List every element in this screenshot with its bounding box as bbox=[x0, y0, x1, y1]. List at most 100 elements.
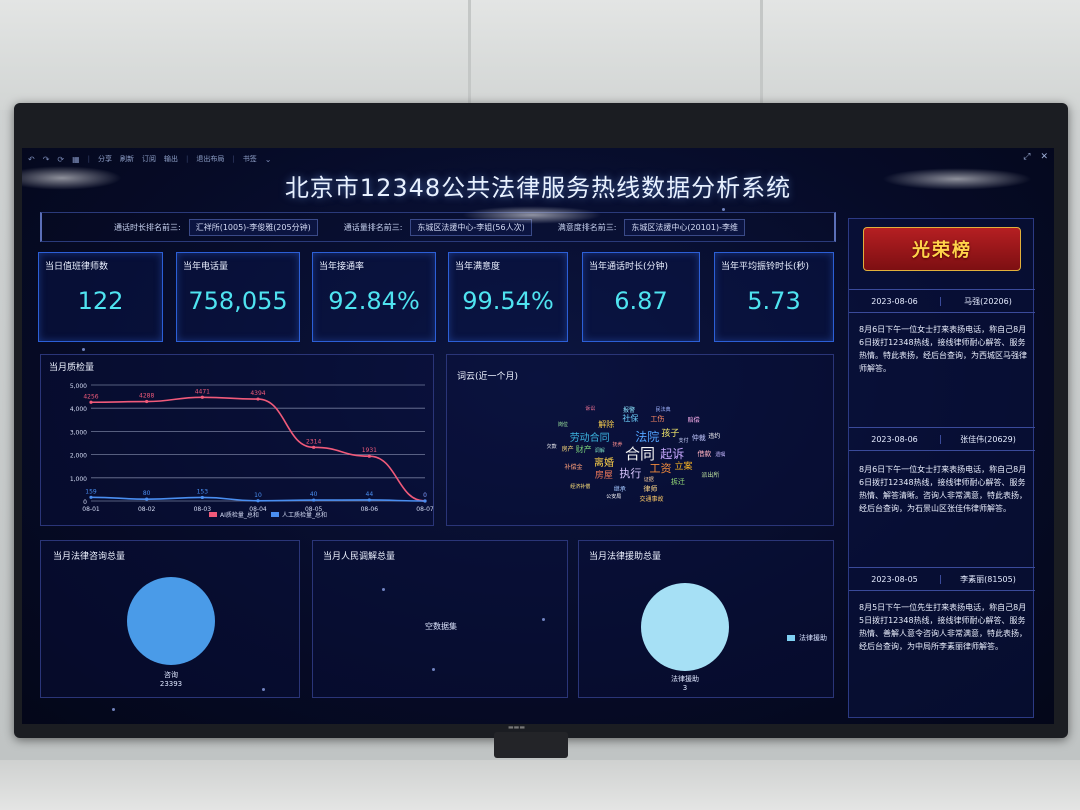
word-cloud-word[interactable]: 房产 bbox=[561, 445, 574, 453]
word-cloud-word[interactable]: 立案 bbox=[674, 461, 693, 472]
data-point bbox=[200, 395, 204, 399]
aid-slice-label: 法律援助 3 bbox=[635, 675, 735, 693]
word-cloud-word[interactable]: 公安局 bbox=[606, 494, 622, 501]
word-cloud-word[interactable]: 劳动合同 bbox=[569, 433, 610, 445]
refresh-button[interactable]: 刷新 bbox=[120, 155, 135, 163]
duration-rank: 通话时长排名前三: 汇祥所(1005)-李俊雅(205分钟) bbox=[114, 218, 318, 236]
kpi-card-satisfaction[interactable]: 当年满意度 99.54% bbox=[448, 252, 568, 342]
word-cloud-word[interactable]: 拆迁 bbox=[670, 478, 685, 487]
data-point bbox=[89, 400, 93, 404]
aid-legend[interactable]: 法律援助 bbox=[787, 633, 827, 643]
word-cloud-word[interactable]: 工资 bbox=[649, 462, 672, 476]
entry-date: 2023-08-06 bbox=[849, 434, 941, 444]
kpi-card-ring-time[interactable]: 当年平均振铃时长(秒) 5.73 bbox=[714, 252, 834, 342]
close-icon[interactable]: ✕ bbox=[1040, 152, 1048, 162]
satisfaction-rank-select[interactable]: 东城区法援中心(20101)-李维 bbox=[624, 218, 745, 236]
duration-rank-select[interactable]: 汇祥所(1005)-李俊雅(205分钟) bbox=[188, 218, 318, 236]
undo-icon[interactable]: ↶ bbox=[28, 154, 35, 164]
word-cloud-word[interactable]: 律师 bbox=[643, 485, 658, 494]
legend-swatch bbox=[271, 512, 279, 517]
word-cloud-word[interactable]: 房屋 bbox=[594, 471, 613, 482]
word-cloud-word[interactable]: 证据 bbox=[643, 477, 654, 484]
word-cloud-word[interactable]: 起诉 bbox=[660, 446, 685, 461]
subscribe-button[interactable]: 订阅 bbox=[142, 155, 157, 163]
word-cloud-word[interactable]: 派出所 bbox=[701, 472, 720, 480]
honor-roll-banner: 光荣榜 bbox=[863, 227, 1021, 271]
word-cloud-word[interactable]: 财产 bbox=[575, 445, 592, 455]
grid-icon[interactable]: ▦ bbox=[72, 154, 80, 164]
screen-glare bbox=[462, 206, 602, 224]
word-cloud-word[interactable]: 工伤 bbox=[650, 414, 665, 423]
data-label: 1931 bbox=[362, 447, 377, 454]
line-chart[interactable]: 0 1,000 2,000 3,000 4,000 5,000 08-01 08-02 08-0… bbox=[41, 355, 435, 527]
word-cloud-word[interactable]: 社保 bbox=[622, 413, 639, 423]
decor-dot bbox=[432, 668, 435, 671]
word-cloud-word[interactable]: 孩子 bbox=[661, 429, 680, 440]
consult-pie-slice[interactable] bbox=[127, 577, 215, 665]
word-cloud[interactable]: 合同 法院 起诉 工资 执行 离婚 劳动合同 孩子立案房屋 财产 解除 社保 工伤仲裁借款拆迁律师 继承… bbox=[447, 355, 835, 527]
legend-label: AI质检量_总和 bbox=[220, 511, 259, 519]
word-cloud-word[interactable]: 支付 bbox=[678, 438, 689, 445]
word-cloud-word[interactable]: 交通事故 bbox=[639, 495, 664, 503]
word-cloud-word[interactable]: 离婚 bbox=[594, 457, 615, 469]
entry-date: 2023-08-06 bbox=[849, 296, 941, 306]
export-button[interactable]: 输出 bbox=[164, 155, 179, 163]
chevron-down-icon[interactable]: ⌄ bbox=[264, 154, 272, 164]
word-cloud-word[interactable]: 报警 bbox=[623, 406, 636, 414]
screen-glare bbox=[22, 166, 122, 190]
word-cloud-word[interactable]: 法院 bbox=[635, 430, 660, 445]
duration-rank-label: 通话时长排名前三: bbox=[114, 222, 181, 232]
honor-entry-header[interactable]: 2023-08-05 李素丽(81505) bbox=[849, 567, 1035, 591]
word-cloud-word[interactable]: 诉讼 bbox=[585, 405, 596, 412]
word-cloud-word[interactable]: 抚养 bbox=[612, 441, 623, 448]
fullscreen-icon[interactable]: ⤢ bbox=[1023, 152, 1031, 162]
kpi-label: 当日值班律师数 bbox=[45, 262, 109, 272]
word-cloud-word[interactable]: 解除 bbox=[598, 419, 615, 429]
kpi-card-connect-rate[interactable]: 当年接通率 92.84% bbox=[312, 252, 436, 342]
aid-pie-chart[interactable] bbox=[579, 541, 835, 699]
decor-dot bbox=[542, 618, 545, 621]
y-tick-label: 2,000 bbox=[70, 453, 87, 460]
consult-label: 咨询 bbox=[164, 671, 178, 679]
word-cloud-word[interactable]: 遗嘱 bbox=[715, 452, 726, 459]
refresh-icon[interactable]: ⟳ bbox=[57, 154, 65, 164]
word-cloud-word[interactable]: 补偿金 bbox=[564, 463, 583, 471]
word-cloud-word[interactable]: 欠款 bbox=[546, 443, 557, 450]
word-cloud-word[interactable]: 仲裁 bbox=[691, 434, 706, 443]
data-label: 80 bbox=[143, 490, 151, 497]
data-point bbox=[367, 454, 371, 458]
word-cloud-word[interactable]: 继承 bbox=[613, 486, 626, 494]
exit-layout-button[interactable]: 退出布局 bbox=[196, 155, 225, 163]
entry-text: 8月6日下午一位女士打来表扬电话，称自己8月6日拨打12348热线，接线律师耐心… bbox=[859, 325, 1027, 373]
word-cloud-word[interactable]: 违约 bbox=[708, 433, 721, 440]
word-cloud-word[interactable]: 合同 bbox=[625, 444, 656, 463]
word-cloud-word[interactable]: 调解 bbox=[594, 447, 605, 454]
word-cloud-word[interactable]: 岗位 bbox=[558, 422, 569, 429]
word-cloud-word[interactable]: 经济补偿 bbox=[570, 483, 591, 490]
honor-entry-header[interactable]: 2023-08-06 张佳伟(20629) bbox=[849, 427, 1035, 451]
kpi-value: 758,055 bbox=[188, 287, 288, 315]
legal-consult-panel: 当月法律咨询总量 咨询 23393 bbox=[40, 540, 300, 698]
data-point bbox=[312, 445, 316, 449]
wall-seam bbox=[760, 0, 763, 110]
consult-pie-chart[interactable] bbox=[41, 541, 301, 699]
y-tick-label: 5,000 bbox=[70, 383, 87, 390]
mediation-empty-text: 空数据集 bbox=[425, 622, 457, 631]
data-label: 4471 bbox=[195, 388, 210, 395]
honor-entry-header[interactable]: 2023-08-06 马强(20206) bbox=[849, 289, 1035, 313]
word-cloud-word[interactable]: 执行 bbox=[619, 466, 642, 480]
bookmark-button[interactable]: 书签 bbox=[242, 155, 257, 163]
kpi-card-calls[interactable]: 当年电话量 758,055 bbox=[176, 252, 300, 342]
word-cloud-word[interactable]: 赔偿 bbox=[687, 416, 700, 424]
consult-title: 当月法律咨询总量 bbox=[53, 552, 126, 562]
data-label: 2314 bbox=[306, 438, 321, 445]
kpi-card-duration[interactable]: 当年通话时长(分钟) 6.87 bbox=[582, 252, 700, 342]
kpi-label: 当年通话时长(分钟) bbox=[589, 262, 669, 272]
aid-pie-slice[interactable] bbox=[641, 583, 729, 671]
share-button[interactable]: 分享 bbox=[98, 155, 113, 163]
redo-icon[interactable]: ↷ bbox=[42, 154, 50, 164]
kpi-card-lawyers[interactable]: 当日值班律师数 122 bbox=[38, 252, 163, 342]
word-cloud-word[interactable]: 借款 bbox=[697, 449, 712, 458]
word-cloud-word[interactable]: 民法典 bbox=[655, 407, 671, 414]
entry-name: 李素丽(81505) bbox=[960, 574, 1016, 584]
